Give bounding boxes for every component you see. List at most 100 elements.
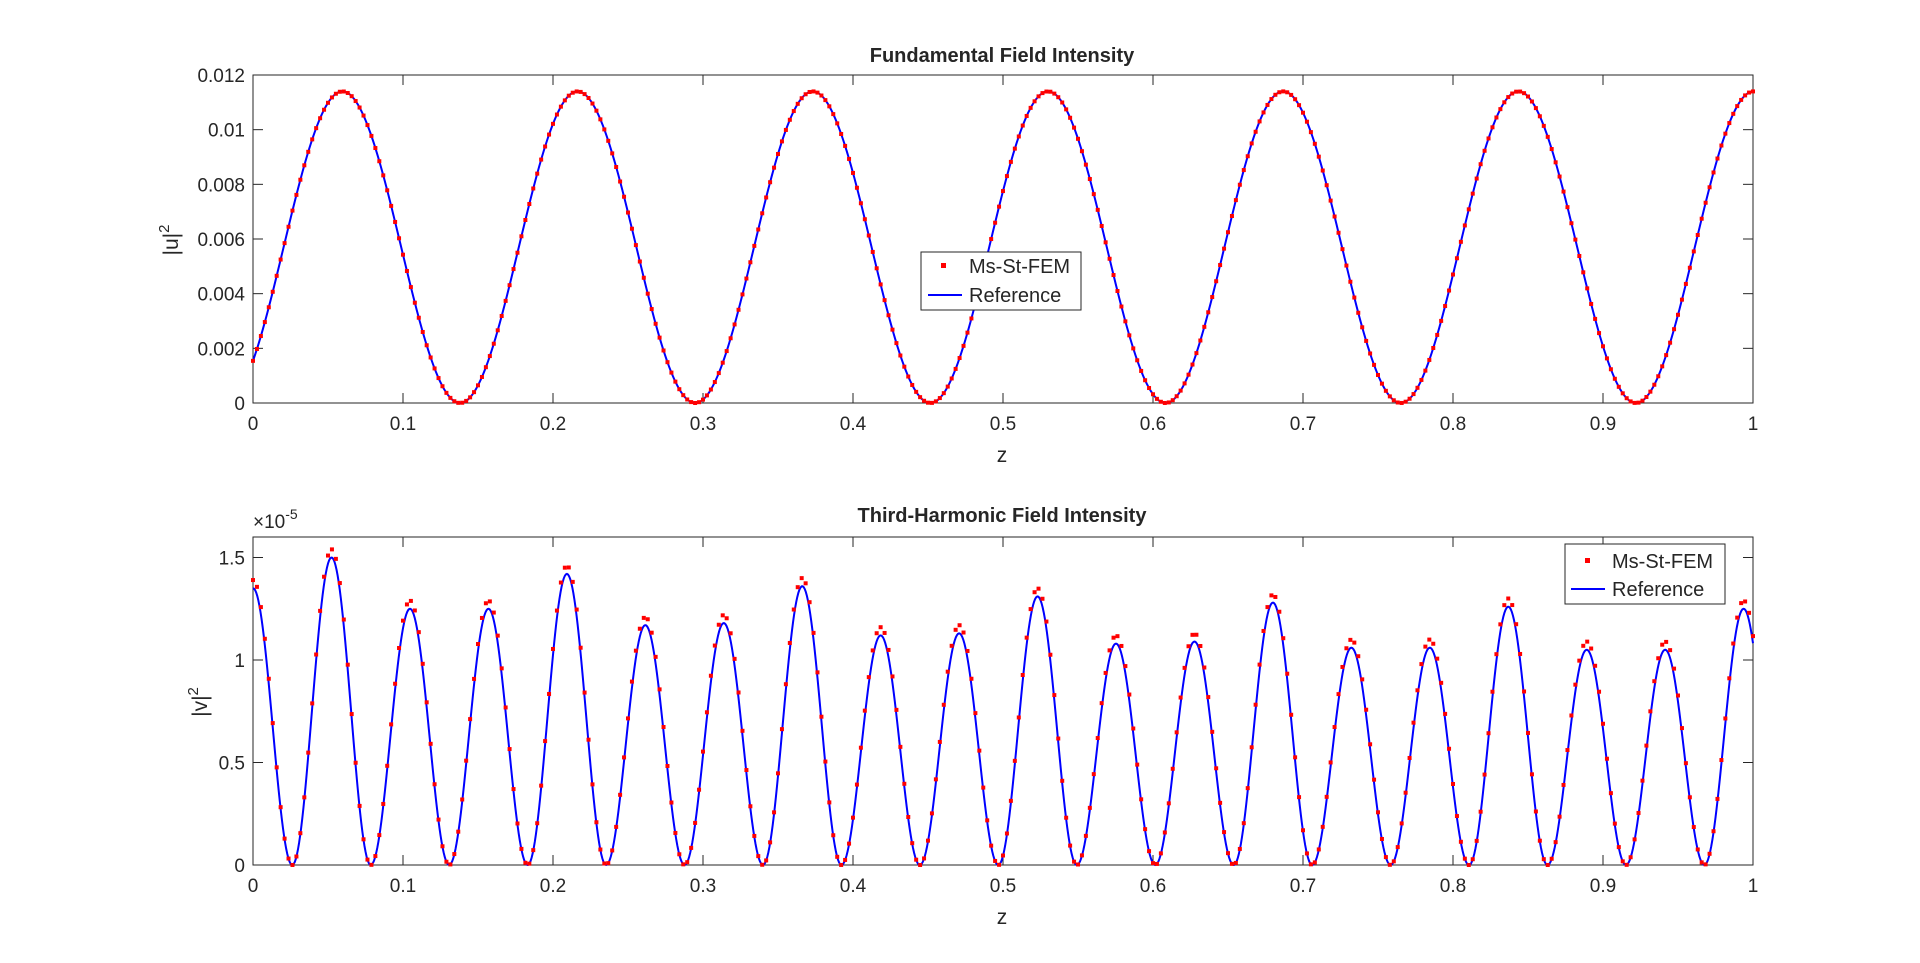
- fundamental-marker-point: [1139, 368, 1144, 373]
- fundamental-marker-point: [1557, 174, 1562, 179]
- fundamental-marker-point: [1277, 90, 1282, 95]
- third-harmonic-marker-point: [574, 607, 579, 612]
- fundamental-marker-point: [661, 348, 666, 353]
- third-harmonic-marker-point: [1123, 664, 1128, 669]
- third-harmonic-marker-point: [1462, 856, 1467, 861]
- fundamental-marker-point: [472, 390, 477, 395]
- fundamental-marker-point: [373, 146, 378, 151]
- fundamental-marker-point: [768, 180, 773, 185]
- fundamental-marker-point: [910, 382, 915, 387]
- fundamental-marker-point: [1526, 94, 1530, 99]
- third-harmonic-y-multiplier-base: ×10: [253, 512, 285, 533]
- third-harmonic-marker-point: [511, 787, 516, 792]
- fundamental-marker-point: [1127, 333, 1132, 338]
- fundamental-series: [251, 89, 1755, 405]
- third-harmonic-marker-point: [1549, 856, 1554, 861]
- third-harmonic-marker-point: [468, 717, 473, 722]
- fundamental-marker-point: [511, 267, 516, 272]
- fundamental-marker-point: [1454, 256, 1459, 261]
- third-harmonic-marker-point: [1048, 652, 1053, 657]
- fundamental-marker-point: [657, 335, 662, 340]
- x-tick-label: 0.1: [390, 876, 416, 897]
- fundamental-marker-point: [1099, 223, 1104, 228]
- third-harmonic-marker-point: [1604, 756, 1609, 761]
- third-harmonic-marker-point: [1289, 712, 1294, 717]
- fundamental-marker-point: [941, 391, 946, 396]
- fundamental-marker-point: [1111, 273, 1116, 278]
- x-tick-label: 0.5: [990, 414, 1016, 435]
- third-harmonic-marker-point: [1751, 634, 1755, 639]
- third-harmonic-marker-point: [570, 579, 575, 584]
- third-harmonic-marker-point: [787, 640, 792, 645]
- third-harmonic-marker-point: [1348, 637, 1353, 642]
- fundamental-marker-point: [827, 104, 832, 109]
- fundamental-marker-point: [1569, 221, 1574, 226]
- third-harmonic-marker-point: [1095, 736, 1100, 741]
- third-harmonic-panel: Third-Harmonic Field Intensity ×10-5 0 0.…: [185, 505, 1758, 929]
- third-harmonic-marker-point: [1482, 772, 1487, 777]
- fundamental-marker-point: [1751, 89, 1755, 94]
- third-harmonic-marker-point: [1514, 622, 1519, 627]
- fundamental-marker-point: [689, 400, 694, 405]
- third-harmonic-marker-point: [1364, 707, 1369, 712]
- third-harmonic-marker-point: [1573, 682, 1578, 687]
- fundamental-marker-point: [602, 127, 607, 132]
- third-harmonic-marker-point: [669, 800, 674, 805]
- fundamental-marker-point: [1194, 351, 1199, 356]
- third-harmonic-marker-point: [1079, 853, 1084, 858]
- third-harmonic-marker-point: [1522, 689, 1527, 694]
- fundamental-marker-point: [1233, 198, 1238, 203]
- third-harmonic-y-multiplier: ×10-5: [253, 506, 298, 533]
- x-tick-label: 0.8: [1440, 414, 1466, 435]
- third-harmonic-marker-point: [910, 841, 915, 846]
- third-harmonic-marker-point: [491, 610, 496, 615]
- fundamental-marker-point: [1316, 154, 1321, 159]
- third-harmonic-marker-point: [618, 792, 623, 797]
- third-harmonic-marker-point: [551, 646, 555, 651]
- fundamental-marker-point: [1739, 97, 1744, 102]
- third-harmonic-marker-point: [448, 862, 453, 867]
- third-harmonic-marker-point: [1739, 601, 1744, 606]
- fundamental-marker-point: [1419, 377, 1424, 382]
- fundamental-marker-point: [961, 343, 966, 348]
- x-tick-label: 0: [248, 876, 259, 897]
- third-harmonic-marker-point: [1316, 847, 1321, 852]
- fundamental-marker-point: [341, 89, 346, 94]
- fundamental-marker-point: [918, 395, 923, 400]
- third-harmonic-marker-point: [1020, 672, 1025, 677]
- third-harmonic-marker-point: [708, 673, 713, 678]
- third-harmonic-marker-point: [1158, 851, 1163, 856]
- fundamental-marker-point: [1577, 254, 1582, 258]
- fundamental-marker-point: [1368, 351, 1373, 356]
- third-harmonic-marker-point: [772, 810, 777, 815]
- fundamental-marker-point: [1383, 388, 1388, 393]
- third-harmonic-marker-point: [1332, 725, 1337, 730]
- third-harmonic-marker-point: [697, 787, 702, 792]
- fundamental-marker-point: [1443, 304, 1448, 309]
- fundamental-marker-point: [535, 171, 540, 176]
- y-tick-label: 0.5: [219, 754, 245, 775]
- fundamental-marker-point: [527, 202, 532, 207]
- third-harmonic-marker-point: [1383, 855, 1388, 860]
- third-harmonic-marker-point: [854, 782, 859, 787]
- fundamental-marker-point: [1447, 288, 1452, 293]
- third-harmonic-marker-point: [1273, 594, 1278, 599]
- third-harmonic-marker-point: [401, 618, 405, 623]
- third-harmonic-marker-point: [740, 728, 745, 733]
- fundamental-marker-point: [1648, 389, 1653, 394]
- third-harmonic-marker-point: [1439, 680, 1444, 685]
- fundamental-marker-point: [945, 384, 950, 389]
- fundamental-marker-point: [914, 389, 919, 394]
- fundamental-marker-point: [1328, 198, 1333, 203]
- fundamental-marker-point: [440, 384, 445, 389]
- third-harmonic-marker-point: [428, 741, 433, 746]
- third-harmonic-marker-point: [1545, 862, 1550, 867]
- fundamental-marker-point: [606, 138, 611, 143]
- fundamental-marker-point: [906, 374, 911, 379]
- fundamental-marker-point: [1652, 382, 1657, 387]
- fundamental-marker-point: [1245, 154, 1250, 159]
- third-harmonic-marker-point: [851, 815, 855, 820]
- third-harmonic-marker-point: [373, 854, 378, 859]
- third-harmonic-marker-point: [1620, 859, 1625, 864]
- fundamental-marker-point: [697, 400, 702, 405]
